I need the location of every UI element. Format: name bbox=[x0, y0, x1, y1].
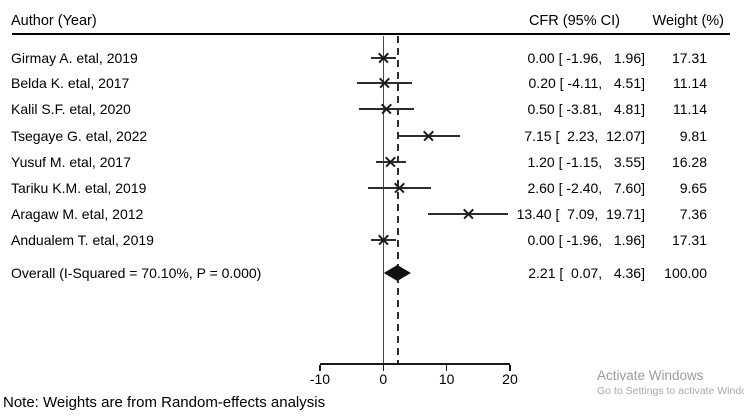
weight-value: 7.36 bbox=[679, 206, 707, 222]
x-axis-line bbox=[319, 363, 510, 365]
point-estimate-marker bbox=[423, 131, 434, 142]
weight-value: 9.65 bbox=[679, 180, 707, 196]
cfr-value: 0.00 [ -1.96, 1.96] bbox=[527, 232, 645, 248]
activate-windows-watermark-subtitle: Go to Settings to activate Windows bbox=[597, 385, 744, 397]
study-label: Tsegaye G. etal, 2022 bbox=[11, 128, 148, 144]
cfr-value: 0.50 [ -3.81, 4.81] bbox=[527, 101, 645, 117]
point-estimate-marker bbox=[463, 209, 474, 220]
cfr-value: 0.00 [ -1.96, 1.96] bbox=[527, 50, 645, 66]
header-rule bbox=[12, 32, 730, 35]
weight-value: 11.14 bbox=[673, 75, 707, 91]
point-estimate-marker bbox=[379, 78, 390, 89]
point-estimate-marker bbox=[385, 157, 396, 168]
point-estimate-marker bbox=[378, 235, 389, 246]
x-axis-tick bbox=[382, 364, 385, 371]
study-label: Kalil S.F. etal, 2020 bbox=[11, 101, 131, 117]
weights-note: Note: Weights are from Random-effects an… bbox=[3, 394, 326, 411]
overall-diamond bbox=[383, 265, 411, 281]
weight-value: 11.14 bbox=[673, 101, 707, 117]
x-axis-tick-label: 10 bbox=[438, 371, 455, 387]
cfr-value: 1.20 [ -1.15, 3.55] bbox=[527, 154, 645, 170]
point-estimate-marker bbox=[381, 104, 392, 115]
weight-column-header: Weight (%) bbox=[652, 13, 724, 29]
x-axis-tick-label: 0 bbox=[379, 371, 388, 387]
study-label: Aragaw M. etal, 2012 bbox=[11, 206, 144, 222]
cfr-value: 2.21 [ 0.07, 4.36] bbox=[528, 265, 645, 281]
cfr-value: 13.40 [ 7.09, 19.71] bbox=[516, 206, 645, 222]
x-axis-tick bbox=[445, 364, 448, 371]
cfr-column-header: CFR (95% CI) bbox=[528, 13, 620, 29]
cfr-value: 0.20 [ -4.11, 4.51] bbox=[528, 75, 645, 91]
cfr-value: 7.15 [ 2.23, 12.07] bbox=[524, 128, 645, 144]
null-effect-line bbox=[383, 36, 385, 363]
x-axis-tick-label: 20 bbox=[502, 371, 518, 387]
weight-value: 17.31 bbox=[671, 232, 707, 248]
x-axis-tick bbox=[509, 364, 511, 371]
weight-value: 100.00 bbox=[664, 265, 707, 281]
overall-estimate-dashed-line bbox=[397, 36, 399, 363]
overall-label: Overall (I-Squared = 70.10%, P = 0.000) bbox=[11, 265, 262, 281]
study-label: Andualem T. etal, 2019 bbox=[11, 232, 154, 248]
weight-value: 17.31 bbox=[671, 50, 707, 66]
study-label: Yusuf M. etal, 2017 bbox=[11, 154, 131, 170]
weight-value: 9.81 bbox=[679, 128, 707, 144]
weight-value: 16.28 bbox=[671, 154, 707, 170]
cfr-value: 2.60 [ -2.40, 7.60] bbox=[527, 180, 645, 196]
author-column-header: Author (Year) bbox=[11, 13, 97, 29]
x-axis-tick bbox=[319, 364, 321, 371]
point-estimate-marker bbox=[378, 53, 389, 64]
activate-windows-watermark: Activate Windows bbox=[597, 368, 704, 383]
study-label: Belda K. etal, 2017 bbox=[11, 75, 130, 91]
study-label: Tariku K.M. etal, 2019 bbox=[11, 180, 147, 196]
study-label: Girmay A. etal, 2019 bbox=[11, 50, 138, 66]
x-axis-tick-label: -10 bbox=[309, 371, 331, 387]
point-estimate-marker bbox=[394, 183, 405, 194]
